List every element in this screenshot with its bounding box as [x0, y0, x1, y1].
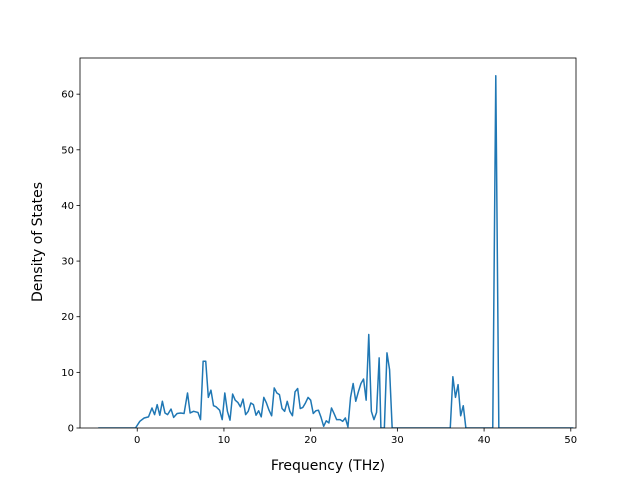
y-axis-ticks: 0 10 20 30 40 50 60 [61, 90, 80, 435]
x-axis-label: Frequency (THz) [271, 458, 385, 474]
y-tick-label: 50 [61, 145, 74, 156]
x-tick-label: 40 [478, 435, 491, 446]
x-tick-label: 50 [564, 435, 577, 446]
x-tick-label: 20 [304, 435, 317, 446]
y-axis-label: Density of States [30, 182, 46, 302]
y-tick-label: 10 [61, 368, 74, 379]
x-tick-label: 30 [391, 435, 404, 446]
x-tick-label: 10 [218, 435, 231, 446]
x-axis-ticks: 0 10 20 30 40 50 [134, 428, 577, 446]
axes-frame [79, 57, 577, 429]
y-tick-label: 20 [61, 312, 74, 323]
plot-area [79, 57, 577, 429]
y-tick-label: 60 [61, 90, 74, 101]
y-tick-label: 40 [61, 201, 74, 212]
dos-series-line-0 [98, 75, 574, 428]
y-tick-label: 30 [61, 257, 74, 268]
y-tick-label: 0 [68, 424, 74, 435]
x-tick-label: 0 [134, 435, 140, 446]
